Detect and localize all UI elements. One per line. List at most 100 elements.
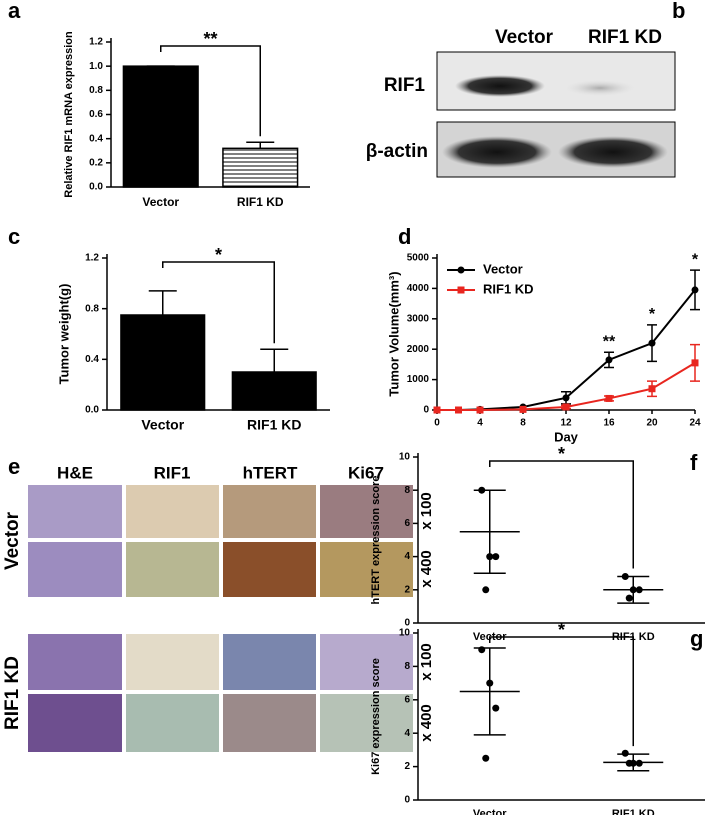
x-tick-label: Vector [142, 195, 179, 209]
significance-bracket [489, 636, 634, 747]
panel-label: f [690, 450, 698, 475]
marker [691, 359, 699, 367]
y-tick-label: 4000 [407, 283, 430, 294]
y-tick-label: 1.0 [89, 61, 103, 72]
blot-band [455, 75, 545, 97]
y-tick-label: 0.4 [89, 133, 103, 144]
x-tick-label: Vector [141, 417, 184, 433]
marker [455, 406, 462, 414]
significance-bracket [162, 261, 275, 344]
panel-label: d [398, 224, 411, 249]
row-label: β-actin [366, 141, 428, 162]
y-tick-label: 0 [423, 405, 429, 416]
y-axis-label: Tumor Volume(mm³) [386, 271, 401, 396]
error-bar [148, 290, 177, 315]
lane-label: Vector [495, 27, 554, 48]
marker [562, 403, 570, 411]
magnification: x 400 [418, 704, 435, 742]
y-tick-label: 6 [404, 694, 410, 705]
x-tick-label: RIF1 KD [612, 808, 655, 815]
column-label: Ki67 [348, 463, 384, 482]
y-tick-label: 2 [404, 761, 410, 772]
row-label: RIF1 [384, 75, 426, 96]
y-tick-label: 1.2 [89, 37, 103, 48]
error-bar [617, 753, 650, 772]
point [482, 754, 490, 762]
y-tick-label: 0 [404, 795, 410, 806]
point [478, 646, 486, 654]
y-tick-label: 0.6 [89, 109, 103, 120]
marker [433, 406, 441, 414]
y-tick-label: 0.4 [85, 354, 99, 365]
y-axis-label: hTERT expression score [370, 476, 382, 605]
bar [231, 371, 317, 411]
x-tick-label: 16 [603, 418, 615, 429]
y-tick-label: 1000 [407, 374, 430, 385]
panel-label: e [8, 454, 20, 479]
x-tick-label: 24 [689, 418, 701, 429]
error-bar [260, 348, 289, 372]
marker [476, 406, 484, 414]
bar [222, 147, 299, 188]
y-tick-label: 8 [404, 661, 410, 672]
panel-label: a [8, 0, 21, 23]
y-axis-label: Relative RIF1 mRNA expression [63, 31, 75, 198]
y-tick-label: 6 [404, 518, 410, 529]
significance: * [558, 620, 565, 640]
annotation: * [649, 306, 656, 323]
y-tick-label: 10 [399, 452, 411, 463]
y-tick-label: 2 [404, 584, 410, 595]
x-tick-label: 4 [477, 418, 483, 429]
magnification: x 100 [418, 492, 435, 530]
point [492, 704, 500, 712]
x-tick-label: Vector [473, 808, 507, 815]
x-tick-label: 0 [434, 418, 440, 429]
y-tick-label: 0 [404, 618, 410, 629]
legend-marker [457, 286, 465, 294]
annotation: ** [603, 333, 616, 350]
marker [562, 394, 570, 402]
significance: * [558, 444, 565, 464]
bar [122, 65, 199, 188]
significance-bracket [160, 45, 261, 137]
error-bar [473, 647, 506, 736]
x-axis-label: Day [554, 429, 579, 444]
blot-band [558, 136, 668, 168]
column-label: RIF1 [154, 463, 191, 482]
panel-label: g [690, 626, 703, 651]
y-tick-label: 2000 [407, 344, 430, 355]
marker [519, 405, 527, 413]
x-tick-label: 12 [560, 418, 572, 429]
error-bar [246, 141, 275, 149]
y-tick-label: 10 [399, 628, 411, 639]
point [635, 759, 643, 767]
y-axis-label: Ki67 expression score [370, 658, 382, 775]
y-tick-label: 1.2 [85, 253, 99, 264]
group-label: Vector [2, 511, 23, 570]
point [482, 586, 490, 594]
y-tick-label: 0.0 [89, 182, 103, 193]
y-axis-label: Tumor weight(g) [56, 284, 71, 385]
panel-label: c [8, 224, 20, 249]
bar [120, 314, 206, 411]
significance: ** [203, 29, 217, 49]
x-tick-label: RIF1 KD [237, 195, 284, 209]
legend-marker [457, 266, 465, 274]
x-tick-label: RIF1 KD [247, 417, 301, 433]
marker [648, 385, 656, 393]
lane-label: RIF1 KD [588, 27, 662, 48]
column-label: H&E [57, 463, 93, 482]
histology-grid [28, 485, 413, 752]
legend-label: Vector [483, 261, 523, 276]
y-tick-label: 3000 [407, 313, 430, 324]
x-tick-label: 8 [520, 418, 526, 429]
x-tick-label: 20 [646, 418, 658, 429]
point [625, 594, 633, 602]
blot-band [442, 136, 552, 168]
y-tick-label: 5000 [407, 253, 430, 264]
marker [648, 339, 656, 347]
error-bar [617, 575, 650, 604]
legend-label: RIF1 KD [483, 281, 534, 296]
